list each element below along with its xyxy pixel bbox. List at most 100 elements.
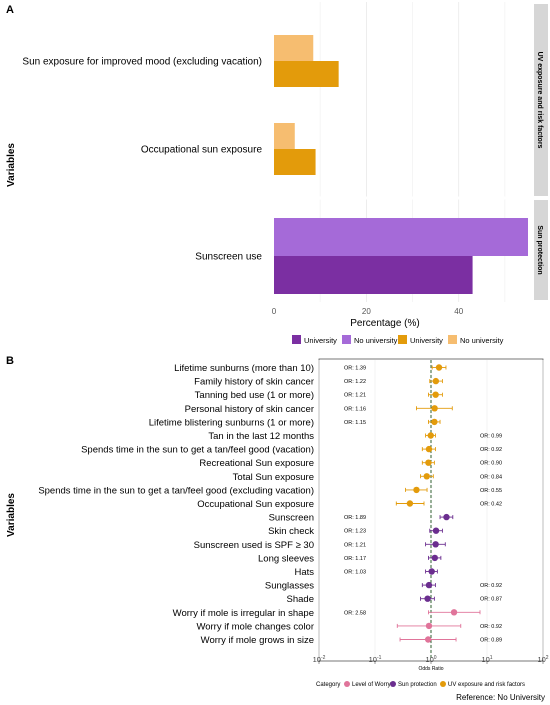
legend-swatch-uv-university [398, 335, 407, 344]
or-point [432, 527, 440, 534]
legend-label-uv-no-university: No university [460, 336, 504, 345]
or-point [450, 609, 458, 616]
legend-dot-level-of-worry [344, 681, 350, 687]
or-value-label: OR: 0.55 [480, 488, 502, 494]
panel-a-xlabel: Percentage (%) [350, 318, 419, 329]
or-point [432, 541, 439, 548]
category-label-sunscreen-use: Sunscreen use [195, 252, 262, 263]
or-point [413, 486, 420, 494]
legend-title: Category [316, 682, 340, 688]
or-value-label: OR: 1.22 [344, 379, 366, 385]
forest-row-worry-if-mole-grows-in-size: Worry if mole grows in size OR: 0.89 [201, 635, 502, 646]
x-tick-label: 101 [481, 655, 492, 664]
row-label: Hats [294, 567, 314, 578]
strip-uv-exposure-label: UV exposure and risk factors [536, 52, 543, 149]
panel-b-letter: B [6, 355, 14, 367]
bar-university-sunscreen-use [274, 256, 473, 294]
forest-row-hats: Hats OR: 1.03 [294, 567, 438, 578]
row-label: Long sleeves [258, 553, 314, 564]
row-label: Worry if mole is irregular in shape [173, 608, 314, 619]
panel-b-xlabel: Odds Ratio [418, 666, 443, 672]
forest-row-worry-if-mole-is-irregular-in-shape: Worry if mole is irregular in shape OR: 2… [173, 608, 481, 619]
strip-sun-protection [534, 200, 548, 300]
forest-row-tan-in-the-last-12-months: Tan in the last 12 months OR: 0.99 [208, 431, 502, 442]
or-point [443, 513, 450, 521]
or-value-label: OR: 0.92 [480, 583, 502, 589]
panel-a-legend: University No university University No u… [292, 335, 504, 345]
or-value-label: OR: 0.92 [480, 447, 502, 453]
or-value-label: OR: 0.90 [480, 461, 502, 467]
category-label-sun-exposure-for-improved-mood-excluding-vacation: Sun exposure for improved mood (excludin… [22, 57, 262, 68]
or-point [425, 459, 432, 466]
forest-row-tanning-bed-use-1-or-more: Tanning bed use (1 or more) OR: 1.21 [195, 390, 443, 401]
forest-row-spends-time-in-the-sun-to-get-a-tan-feel-good-excluding-vacation: Spends time in the sun to get a tan/feel… [38, 485, 502, 496]
row-label: Worry if mole grows in size [201, 635, 314, 646]
or-value-label: OR: 1.21 [344, 542, 366, 548]
forest-row-sunscreen: Sunscreen OR: 1.89 [269, 513, 454, 524]
or-value-label: OR: 2.58 [344, 610, 366, 616]
row-label: Tanning bed use (1 or more) [195, 390, 314, 401]
x-tick-label: 0 [272, 307, 277, 316]
panel-b-legend: Category Level of Worry Sun protection U… [316, 681, 525, 688]
strip-sun-protection-label: Sun protection [536, 225, 543, 274]
legend-swatch-uv-no-university [448, 335, 457, 344]
or-value-label: OR: 0.92 [480, 624, 502, 630]
panel-b-ylabel: Variables [6, 493, 17, 537]
x-tick-label: 20 [362, 307, 371, 316]
x-tick-label: 40 [454, 307, 463, 316]
row-label: Spends time in the sun to get a tan/feel… [38, 485, 314, 496]
forest-row-lifetime-sunburns-more-than-10: Lifetime sunburns (more than 10) OR: 1.39 [174, 363, 447, 374]
or-value-label: OR: 1.39 [344, 366, 366, 372]
or-point [425, 581, 433, 589]
or-value-label: OR: 0.42 [480, 502, 502, 508]
row-label: Worry if mole changes color [196, 621, 314, 632]
legend-label-sun-protection: Sun protection [398, 682, 437, 688]
legend-label-level-of-worry: Level of Worry [352, 682, 391, 688]
or-value-label: OR: 0.99 [480, 434, 502, 440]
forest-row-skin-check: Skin check OR: 1.23 [268, 526, 443, 537]
bar-no-university-sun-exposure-for-improved-mood-excluding-vacation [274, 35, 314, 61]
legend-label-sp-no-university: No university [354, 336, 398, 345]
category-label-occupational-sun-exposure: Occupational sun exposure [141, 145, 263, 156]
or-point [431, 418, 438, 426]
or-point [424, 595, 431, 602]
row-label: Occupational Sun exposure [197, 499, 314, 510]
row-label: Lifetime blistering sunburns (1 or more) [149, 417, 314, 428]
panel-a-ylabel: Variables [6, 143, 17, 187]
or-value-label: OR: 1.17 [344, 556, 366, 562]
or-value-label: OR: 1.89 [344, 515, 366, 521]
forest-row-recreational-sun-exposure: Recreational Sun exposure OR: 0.90 [199, 458, 502, 469]
forest-row-family-history-of-skin-cancer: Family history of skin cancer OR: 1.22 [194, 377, 443, 388]
forest-row-worry-if-mole-changes-color: Worry if mole changes color OR: 0.92 [196, 621, 502, 632]
legend-dot-sun-protection [390, 681, 396, 687]
forest-row-lifetime-blistering-sunburns-1-or-more: Lifetime blistering sunburns (1 or more)… [149, 417, 441, 428]
or-point [424, 636, 432, 643]
panel-a-bars [274, 35, 528, 294]
forest-row-shade: Shade OR: 0.87 [287, 594, 503, 605]
bar-no-university-sunscreen-use [274, 218, 528, 256]
or-point [425, 445, 433, 453]
panel-a-letter: A [6, 4, 14, 16]
legend-dot-uv-exposure [440, 681, 446, 687]
panel-a-x-ticks: 0 20 40 [272, 307, 464, 316]
forest-row-total-sun-exposure: Total Sun exposure OR: 0.84 [233, 472, 502, 483]
row-label: Tan in the last 12 months [208, 431, 314, 442]
or-point [431, 554, 439, 562]
row-label: Sunscreen used is SPF ≥ 30 [194, 540, 314, 551]
legend-label-uv-university: University [410, 336, 443, 345]
or-value-label: OR: 1.23 [344, 529, 366, 535]
or-value-label: OR: 1.15 [344, 420, 366, 426]
or-point [432, 391, 439, 398]
panel-b-grid [318, 360, 544, 660]
panel-a: A Variables Sun exposure for improved mo… [6, 0, 548, 345]
or-point [423, 473, 430, 480]
legend-swatch-sp-no-university [342, 335, 351, 344]
forest-row-personal-history-of-skin-cancer: Personal history of skin cancer OR: 1.16 [185, 404, 453, 415]
forest-row-sunglasses: Sunglasses OR: 0.92 [265, 581, 502, 592]
or-point [428, 568, 435, 575]
x-tick-label: 10-1 [369, 655, 382, 664]
or-point [427, 432, 434, 439]
strip-uv-exposure [534, 4, 548, 196]
forest-row-spends-time-in-the-sun-to-get-a-tan-feel-good-vacation: Spends time in the sun to get a tan/feel… [81, 445, 502, 456]
forest-row-occupational-sun-exposure: Occupational Sun exposure OR: 0.42 [197, 499, 502, 510]
